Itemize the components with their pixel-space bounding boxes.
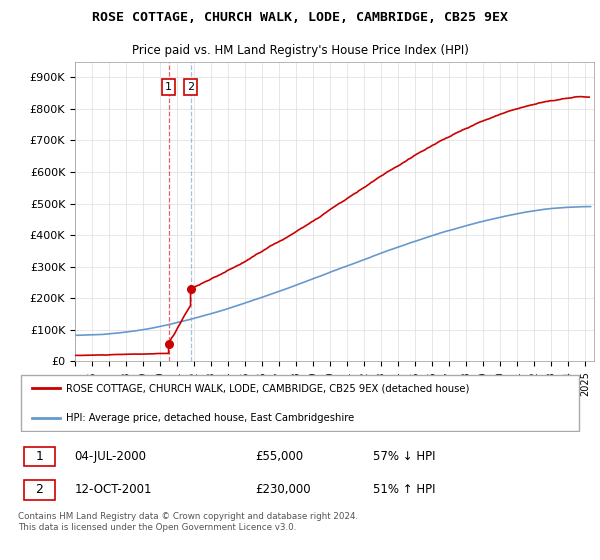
Text: Price paid vs. HM Land Registry's House Price Index (HPI): Price paid vs. HM Land Registry's House … (131, 44, 469, 57)
Text: ROSE COTTAGE, CHURCH WALK, LODE, CAMBRIDGE, CB25 9EX (detached house): ROSE COTTAGE, CHURCH WALK, LODE, CAMBRID… (66, 383, 469, 393)
FancyBboxPatch shape (23, 447, 55, 466)
Text: 1: 1 (165, 82, 172, 92)
Text: £230,000: £230,000 (255, 483, 311, 496)
Text: 2: 2 (35, 483, 43, 496)
Text: £55,000: £55,000 (255, 450, 303, 463)
Text: 2: 2 (187, 82, 194, 92)
Text: 04-JUL-2000: 04-JUL-2000 (74, 450, 146, 463)
Text: ROSE COTTAGE, CHURCH WALK, LODE, CAMBRIDGE, CB25 9EX: ROSE COTTAGE, CHURCH WALK, LODE, CAMBRID… (92, 11, 508, 24)
Text: 1: 1 (35, 450, 43, 463)
Text: 51% ↑ HPI: 51% ↑ HPI (373, 483, 436, 496)
Text: HPI: Average price, detached house, East Cambridgeshire: HPI: Average price, detached house, East… (66, 413, 354, 423)
FancyBboxPatch shape (21, 375, 579, 431)
Text: Contains HM Land Registry data © Crown copyright and database right 2024.
This d: Contains HM Land Registry data © Crown c… (18, 512, 358, 532)
Text: 57% ↓ HPI: 57% ↓ HPI (373, 450, 436, 463)
Text: 12-OCT-2001: 12-OCT-2001 (74, 483, 152, 496)
FancyBboxPatch shape (23, 480, 55, 500)
